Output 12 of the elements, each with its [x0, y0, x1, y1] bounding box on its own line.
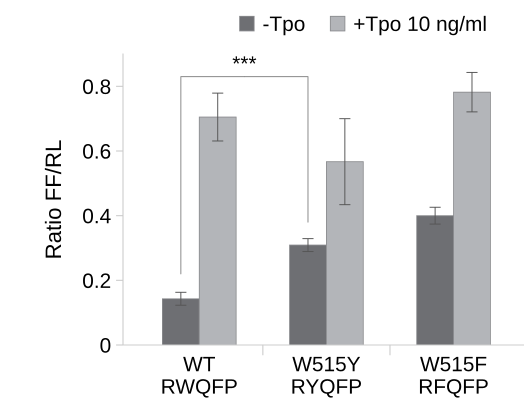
y-tick-label: 0.8 [83, 79, 110, 94]
x-tick-label: W515Y RYQFP [292, 356, 362, 398]
x-tick-label: WT RWQFP [162, 356, 237, 398]
legend-label: +Tpo 10 ng/ml [354, 16, 486, 36]
x-tick-label: W515F RFQFP [420, 356, 488, 398]
y-tick-label: 0.4 [83, 208, 111, 224]
y-tick-label: 0.2 [83, 273, 110, 288]
annotation: *** [232, 56, 256, 64]
y-tick-label: 0.6 [83, 144, 110, 159]
y-tick-label: 0 [100, 338, 110, 353]
y-axis-title: Ratio FF/RL [44, 140, 62, 258]
legend-label: -Tpo [263, 16, 304, 36]
